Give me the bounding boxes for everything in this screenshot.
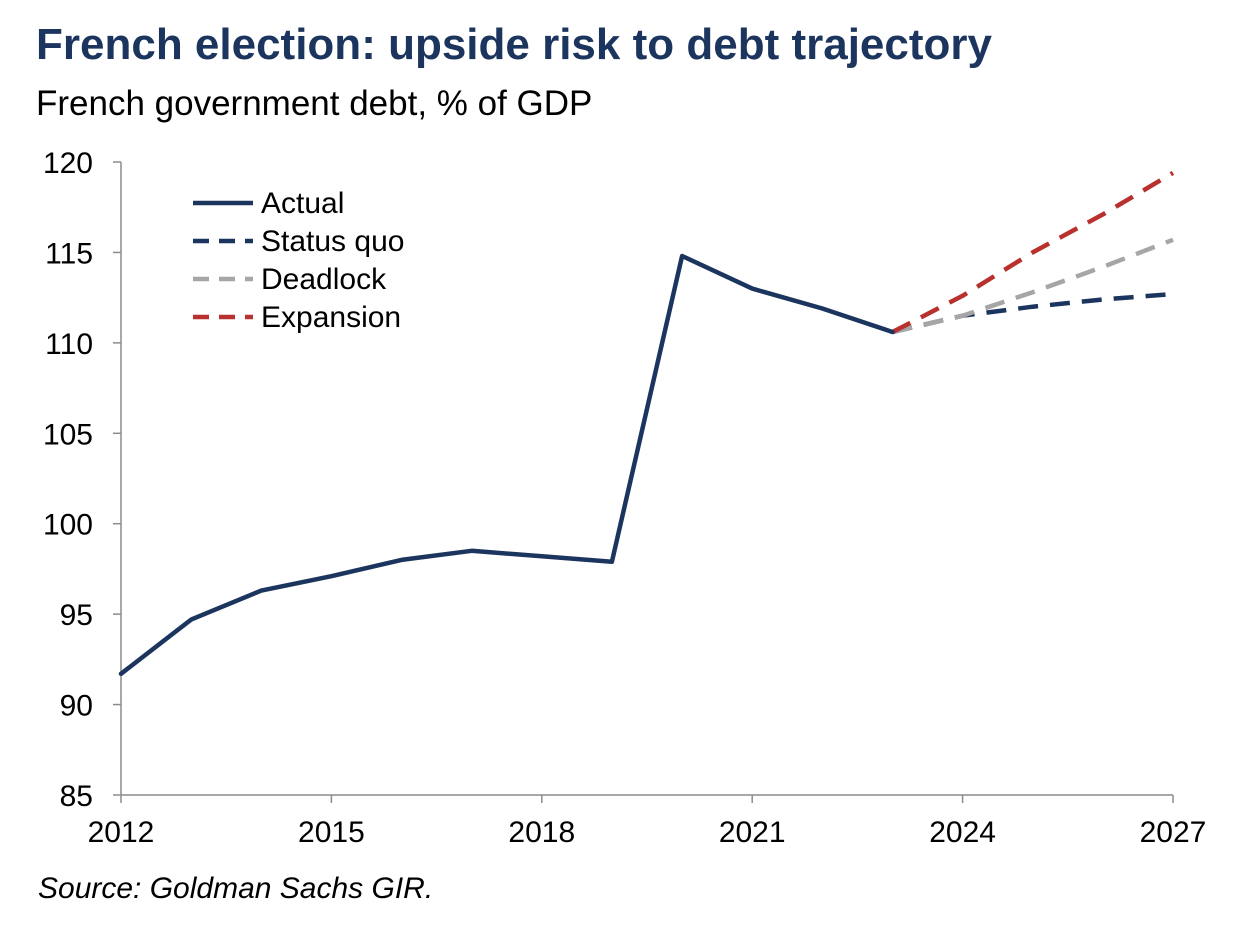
chart-series <box>118 170 1175 677</box>
x-tick-label: 2015 <box>298 816 365 849</box>
y-tick-label: 85 <box>60 780 93 813</box>
chart-source: Source: Goldman Sachs GIR. <box>38 872 434 905</box>
y-tick-label: 115 <box>45 237 93 270</box>
y-tick-label: 100 <box>43 509 93 542</box>
x-tick-label: 2024 <box>929 816 996 849</box>
chart-title: French election: upside risk to debt tra… <box>36 20 992 69</box>
y-tick-label: 120 <box>43 147 93 180</box>
x-tick-label: 2021 <box>719 816 786 849</box>
series-line-expansion <box>891 170 1175 334</box>
y-tick-label: 105 <box>43 418 93 451</box>
y-tick-label: 95 <box>60 599 93 632</box>
x-tick-label: 2018 <box>508 816 575 849</box>
y-tick-label: 90 <box>60 690 93 723</box>
legend-label-deadlock: Deadlock <box>261 263 387 296</box>
y-tick-label: 110 <box>45 328 93 361</box>
series-line-status-quo <box>891 291 1174 335</box>
legend-label-actual: Actual <box>261 187 344 220</box>
series-line-actual <box>118 253 895 677</box>
chart-legend: Actual Status quo Deadlock Expansion <box>193 187 404 334</box>
legend-label-status-quo: Status quo <box>261 225 404 258</box>
x-tick-label: 2027 <box>1140 816 1207 849</box>
chart-subtitle: French government debt, % of GDP <box>36 84 593 123</box>
x-tick-label: 2012 <box>88 816 155 849</box>
series-line-deadlock <box>891 237 1174 335</box>
legend-label-expansion: Expansion <box>261 301 401 334</box>
chart-axes: 85 90 95 100 105 110 115 120 2012 2015 2018 2021 202… <box>43 147 1206 849</box>
